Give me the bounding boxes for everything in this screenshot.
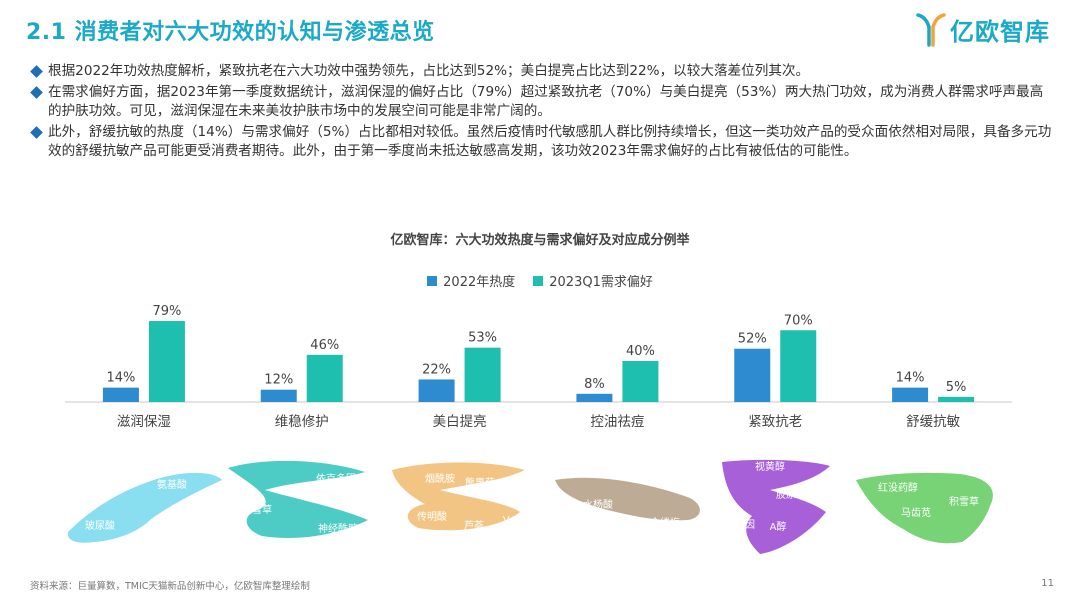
legend-label: 2022年热度 (443, 275, 516, 290)
legend-label: 2023Q1需求偏好 (549, 275, 653, 290)
source-note: 资料来源：巨量算数，TMIC天猫新品创新中心，亿欧智库整理绘制 (30, 581, 310, 592)
ingredient-label: 肽 (798, 536, 808, 549)
brushstroke-shape (555, 477, 700, 521)
bar-2023q1-preference (780, 330, 817, 402)
bar-2022-heat (418, 379, 455, 402)
ingredient-label: 视黄醇 (755, 460, 785, 473)
data-label: 40% (626, 344, 655, 359)
data-label: 5% (946, 380, 967, 395)
ingredient-label: 胶原蛋白 (776, 488, 816, 501)
bar-2022-heat (734, 348, 771, 402)
category-label: 舒缓抗敏 (906, 414, 960, 430)
ingredient-label: 水杨酸 (583, 498, 613, 511)
bullet-text: 此外，舒缓抗敏的热度（14%）与需求偏好（5%）占比都相对较低。虽然后疫情时代敏… (48, 124, 1052, 159)
diamond-bullet-icon (30, 126, 43, 139)
ingredient-label: 传明酸 (417, 510, 447, 523)
data-label: 79% (152, 304, 181, 319)
ingredient-label: 玻色因 (725, 518, 755, 531)
page-title: 2.1 消费者对六大功效的认知与渗透总览 (26, 20, 435, 45)
data-label: 22% (422, 362, 451, 377)
bar-2022-heat (102, 387, 139, 402)
ingredient-label: 马齿苋 (901, 507, 931, 519)
ingredient-label: 玻尿酸 (85, 519, 115, 532)
ingredient-label: 积雪草 (242, 504, 272, 516)
brushstroke-shape (722, 459, 830, 554)
data-label: 53% (468, 331, 497, 346)
chart-title: 亿欧智库：六大功效热度与需求偏好及对应成分例举 (390, 233, 690, 248)
legend-item: 2022年热度 (427, 271, 515, 290)
brushstroke-shape (856, 472, 993, 544)
legend-swatch (427, 275, 438, 286)
legend-swatch (533, 275, 544, 286)
ingredient-label: 芦荟 (464, 519, 484, 532)
data-label: 8% (584, 377, 605, 392)
brushstroke-shape (67, 472, 222, 543)
bar-2022-heat (892, 387, 929, 402)
diamond-bullet-icon (30, 65, 43, 78)
bullet-text: 在需求偏好方面，据2023年第一季度数据统计，滋润保湿的偏好占比（79%）超过紧… (48, 84, 1044, 119)
brushstroke-shape (392, 462, 525, 531)
data-label: 52% (738, 332, 767, 347)
category-label: 美白提亮 (433, 413, 487, 430)
data-label: 14% (106, 371, 135, 386)
bar-2023q1-preference (306, 354, 343, 402)
ingredient-label: 角鲨烷 (163, 514, 193, 527)
data-label: 14% (896, 371, 925, 386)
category-label: 滋润保湿 (117, 414, 171, 430)
diamond-bullet-icon (30, 86, 43, 99)
bar-2022-heat (576, 393, 613, 402)
ingredient-label: 红没药醇 (878, 481, 918, 494)
ingredient-label: 依克多因 (316, 472, 356, 485)
ingredient-label: A醇 (770, 520, 787, 533)
bar-2023q1-preference (464, 347, 501, 402)
bar-chart: 14% 79% 滋润保湿 12% 46% 维稳修护 22% 53% 美白提亮 8% 40% 控油祛痘 5… (65, 304, 1012, 430)
ingredient-label: Vc (503, 515, 515, 526)
logo-text: 亿欧智库 (950, 18, 1050, 46)
ingredient-label: 熊果苷 (465, 476, 495, 489)
data-label: 70% (784, 313, 813, 328)
brushstroke-shape (228, 460, 368, 539)
bar-2023q1-preference (622, 361, 659, 402)
bullet-item: 根据2022年功效热度解析，紧致抗老在六大功效中强势领先，占比达到52%；美白提… (30, 62, 1055, 81)
summary-bullets: 根据2022年功效热度解析，紧致抗老在六大功效中强势领先，占比达到52%；美白提… (30, 62, 1055, 163)
category-label: 紧致抗老 (748, 414, 802, 430)
ingredient-label: 烟酰胺 (425, 472, 455, 485)
bar-2023q1-preference (938, 396, 975, 402)
category-label: 维稳修护 (275, 414, 329, 430)
brand-logo: 亿欧智库 (916, 12, 1050, 47)
legend-item: 2023Q1需求偏好 (533, 271, 653, 290)
ingredient-label: 神经酰胺 (318, 522, 358, 535)
category-label: 控油祛痘 (590, 414, 644, 430)
bullet-item: 在需求偏好方面，据2023年第一季度数据统计，滋润保湿的偏好占比（79%）超过紧… (30, 83, 1055, 121)
logo-icon (916, 12, 946, 47)
data-label: 12% (264, 373, 293, 388)
bar-2022-heat (260, 389, 297, 402)
data-label: 46% (310, 338, 339, 353)
bullet-item: 此外，舒缓抗敏的热度（14%）与需求偏好（5%）占比都相对较低。虽然后疫情时代敏… (30, 123, 1055, 161)
bullet-text: 根据2022年功效热度解析，紧致抗老在六大功效中强势领先，占比达到52%；美白提… (48, 63, 810, 79)
ingredient-label: 氨基酸 (157, 478, 187, 491)
chart-legend: 2022年热度 2023Q1需求偏好 (0, 271, 1080, 290)
ingredient-label: 积雪草 (949, 496, 979, 508)
page-number: 11 (1041, 578, 1054, 589)
bar-2023q1-preference (148, 321, 185, 402)
ingredient-label: 金缕梅 (650, 516, 680, 529)
